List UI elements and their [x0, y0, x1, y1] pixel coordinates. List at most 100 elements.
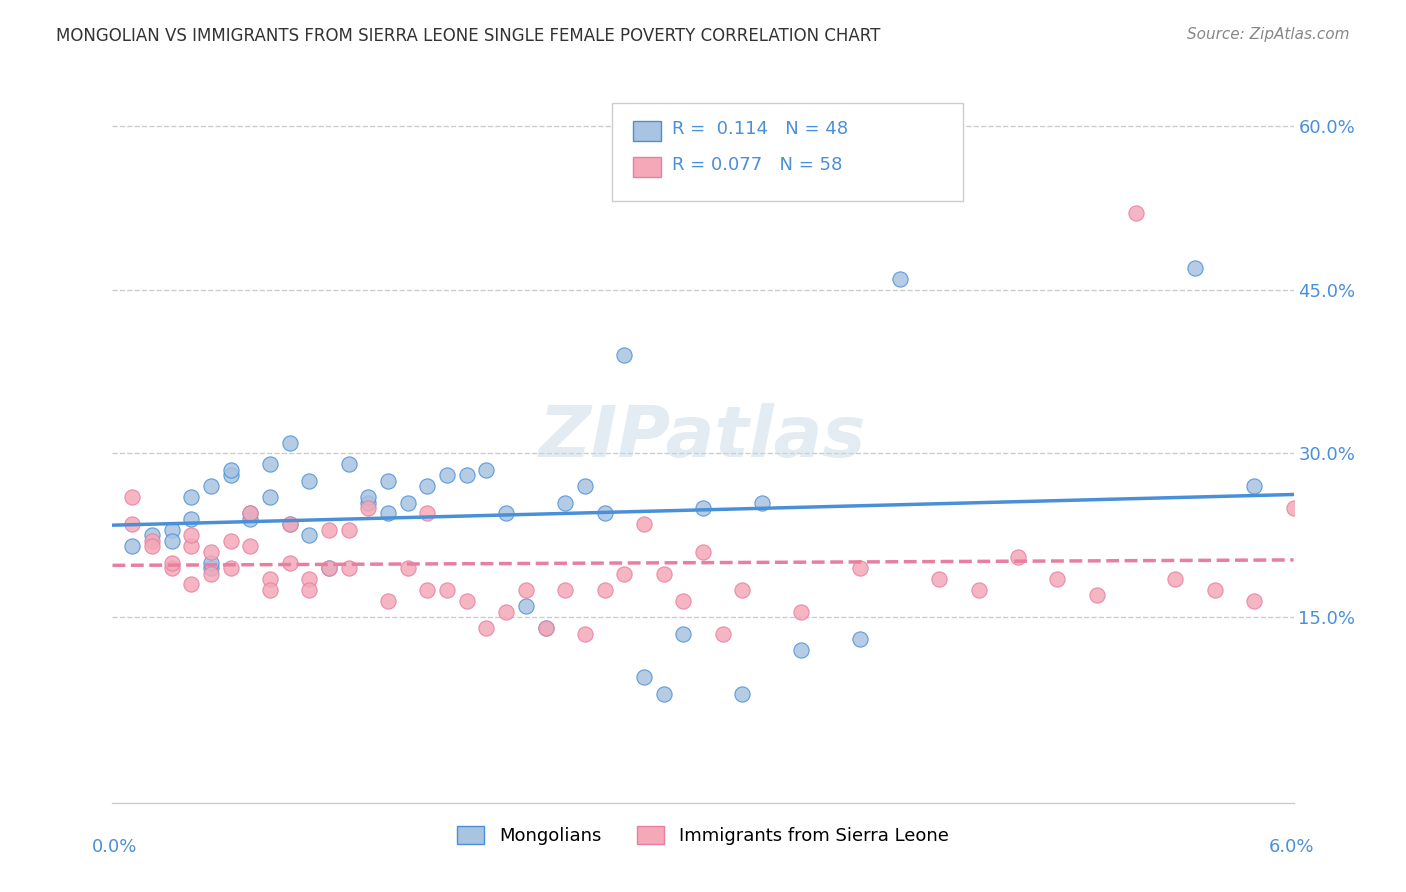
Point: [160, 523, 183, 537]
Point: [515, 582, 537, 597]
Point: [377, 474, 399, 488]
Point: [337, 523, 360, 537]
Text: MONGOLIAN VS IMMIGRANTS FROM SIERRA LEONE SINGLE FEMALE POVERTY CORRELATION CHAR: MONGOLIAN VS IMMIGRANTS FROM SIERRA LEON…: [56, 27, 880, 45]
Point: [574, 479, 596, 493]
Point: [495, 507, 517, 521]
Point: [534, 621, 557, 635]
Point: [141, 533, 163, 548]
Point: [928, 572, 950, 586]
Point: [416, 479, 439, 493]
Legend: Mongolians, Immigrants from Sierra Leone: Mongolians, Immigrants from Sierra Leone: [450, 819, 956, 852]
Point: [200, 561, 222, 575]
Point: [318, 523, 340, 537]
Point: [790, 605, 813, 619]
Point: [259, 582, 281, 597]
Point: [160, 533, 183, 548]
Point: [160, 561, 183, 575]
Point: [121, 490, 143, 504]
Point: [1164, 572, 1187, 586]
Point: [377, 507, 399, 521]
Point: [121, 517, 143, 532]
Point: [396, 561, 419, 575]
Point: [475, 621, 498, 635]
Point: [1243, 479, 1265, 493]
Point: [239, 539, 262, 553]
Point: [357, 490, 380, 504]
Point: [200, 479, 222, 493]
Point: [318, 561, 340, 575]
Point: [672, 626, 695, 640]
Point: [160, 556, 183, 570]
Point: [613, 566, 636, 581]
Point: [1184, 260, 1206, 275]
Point: [692, 501, 714, 516]
Point: [200, 566, 222, 581]
Point: [180, 577, 202, 591]
Point: [534, 621, 557, 635]
Point: [554, 582, 576, 597]
Point: [180, 539, 202, 553]
Point: [889, 272, 911, 286]
Point: [790, 643, 813, 657]
Point: [298, 474, 321, 488]
Point: [278, 517, 301, 532]
Point: [652, 687, 675, 701]
Point: [357, 495, 380, 509]
Point: [377, 594, 399, 608]
Text: R =  0.114   N = 48: R = 0.114 N = 48: [672, 120, 848, 138]
Point: [239, 507, 262, 521]
Point: [731, 582, 754, 597]
Point: [259, 458, 281, 472]
Point: [1204, 582, 1226, 597]
Point: [495, 605, 517, 619]
Point: [751, 495, 773, 509]
Point: [180, 528, 202, 542]
Point: [337, 458, 360, 472]
Point: [613, 348, 636, 362]
Point: [278, 517, 301, 532]
Point: [219, 533, 242, 548]
Point: [554, 495, 576, 509]
Point: [711, 626, 734, 640]
Point: [416, 582, 439, 597]
Point: [298, 572, 321, 586]
Point: [574, 626, 596, 640]
Point: [731, 687, 754, 701]
Point: [1007, 550, 1029, 565]
Point: [219, 468, 242, 483]
Point: [593, 582, 616, 597]
Point: [1046, 572, 1069, 586]
Point: [456, 468, 478, 483]
Text: Source: ZipAtlas.com: Source: ZipAtlas.com: [1187, 27, 1350, 42]
Text: 0.0%: 0.0%: [91, 838, 136, 855]
Point: [141, 539, 163, 553]
Point: [672, 594, 695, 608]
Point: [633, 517, 655, 532]
Point: [436, 582, 458, 597]
Point: [121, 539, 143, 553]
Point: [278, 435, 301, 450]
Point: [278, 556, 301, 570]
Point: [475, 463, 498, 477]
Text: 6.0%: 6.0%: [1270, 838, 1315, 855]
Point: [849, 561, 872, 575]
Point: [298, 528, 321, 542]
Point: [1282, 501, 1305, 516]
Point: [849, 632, 872, 646]
Point: [200, 545, 222, 559]
Point: [967, 582, 990, 597]
Point: [180, 490, 202, 504]
Point: [396, 495, 419, 509]
Point: [652, 566, 675, 581]
Point: [1085, 588, 1108, 602]
Point: [515, 599, 537, 614]
Text: R = 0.077   N = 58: R = 0.077 N = 58: [672, 156, 842, 174]
Point: [456, 594, 478, 608]
Point: [357, 501, 380, 516]
Point: [200, 556, 222, 570]
Point: [416, 507, 439, 521]
Point: [259, 572, 281, 586]
Point: [318, 561, 340, 575]
Point: [1243, 594, 1265, 608]
Text: ZIPatlas: ZIPatlas: [540, 402, 866, 472]
